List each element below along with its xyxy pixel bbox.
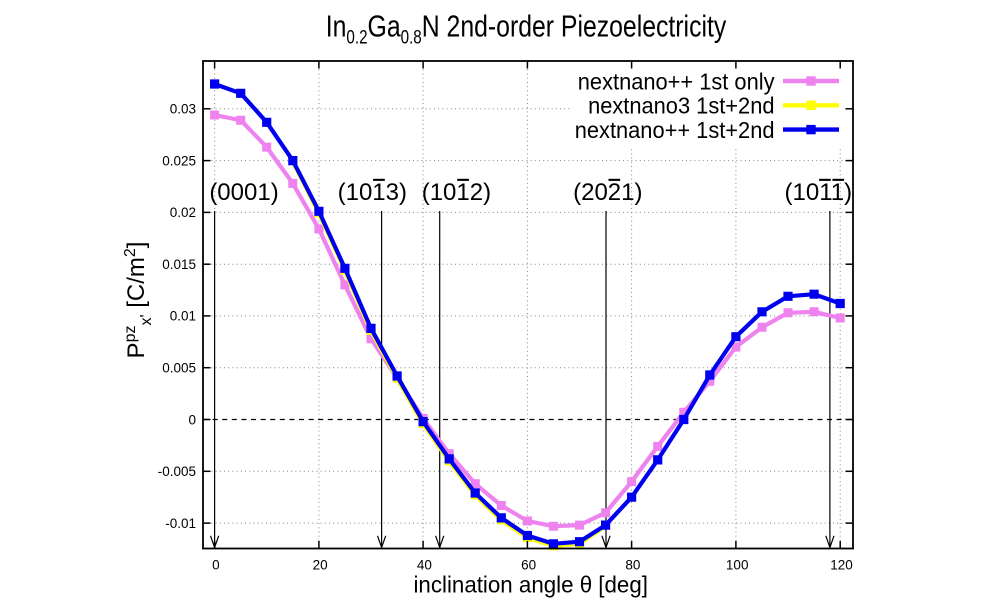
svg-text:60: 60	[521, 558, 536, 573]
svg-text:Ppzx' [C/m2]: Ppzx' [C/m2]	[122, 242, 155, 359]
svg-text:0.02: 0.02	[170, 205, 196, 220]
svg-text:nextnano++ 1st+2nd: nextnano++ 1st+2nd	[575, 117, 775, 143]
svg-text:40: 40	[417, 558, 432, 573]
svg-text:nextnano++ 1st only: nextnano++ 1st only	[578, 69, 775, 95]
svg-text:0.005: 0.005	[162, 361, 196, 376]
svg-text:(1011): (1011)	[785, 179, 853, 206]
svg-text:120: 120	[830, 558, 853, 573]
svg-text:80: 80	[625, 558, 640, 573]
svg-text:In0.2Ga0.8N 2nd-order Piezoele: In0.2Ga0.8N 2nd-order Piezoelectricity	[326, 9, 727, 48]
svg-text:0.01: 0.01	[170, 309, 196, 324]
svg-text:20: 20	[313, 558, 328, 573]
svg-text:0: 0	[188, 412, 196, 427]
svg-text:0.015: 0.015	[162, 257, 196, 272]
svg-text:(1012): (1012)	[422, 179, 491, 206]
svg-text:(0001): (0001)	[209, 179, 278, 206]
svg-text:0.03: 0.03	[170, 102, 196, 117]
svg-text:inclination angle θ [deg]: inclination angle θ [deg]	[413, 571, 647, 598]
svg-text:(1013): (1013)	[338, 179, 407, 206]
svg-text:nextnano3 1st+2nd: nextnano3 1st+2nd	[588, 93, 774, 119]
svg-text:0.025: 0.025	[162, 153, 196, 168]
svg-text:-0.005: -0.005	[158, 464, 196, 479]
svg-text:-0.01: -0.01	[165, 516, 196, 531]
svg-text:0: 0	[212, 558, 220, 573]
svg-text:100: 100	[726, 558, 749, 573]
svg-text:(2021): (2021)	[573, 179, 642, 206]
